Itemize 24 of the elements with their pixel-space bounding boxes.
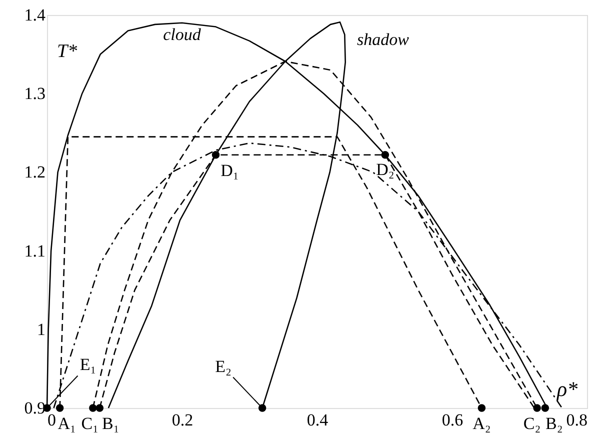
y-tick-label: 1.1 — [24, 241, 46, 260]
annotation: D₂ — [376, 160, 394, 179]
y-axis-title: T* — [57, 41, 78, 62]
x-tick-label: 0.8 — [566, 410, 588, 430]
annotation: A₁ — [58, 414, 76, 433]
annotation: C₁ — [81, 414, 99, 433]
y-tick-label: 1.2 — [24, 162, 46, 182]
y-tick-label: 1 — [37, 320, 46, 339]
annotation: E₂ — [215, 357, 232, 376]
annotation: A₂ — [472, 414, 491, 433]
x-tick-label: 0.2 — [172, 410, 194, 430]
y-tick-label: 1.4 — [24, 6, 46, 24]
y-tick-label: 1.3 — [24, 84, 46, 104]
annotation: E₁ — [80, 355, 96, 374]
annotation: cloud — [163, 25, 202, 44]
annotation: D₁ — [220, 160, 239, 180]
x-axis-title: ρ* — [556, 377, 578, 401]
annotation: shadow — [357, 30, 410, 49]
x-tick-label: 0.6 — [442, 410, 464, 430]
x-tick-label: 0 — [48, 410, 56, 430]
annotation: B₁ — [102, 414, 120, 433]
x-tick-label: 0.4 — [306, 410, 329, 430]
annotation: B₂ — [546, 414, 563, 433]
annotation: C₂ — [523, 414, 541, 433]
